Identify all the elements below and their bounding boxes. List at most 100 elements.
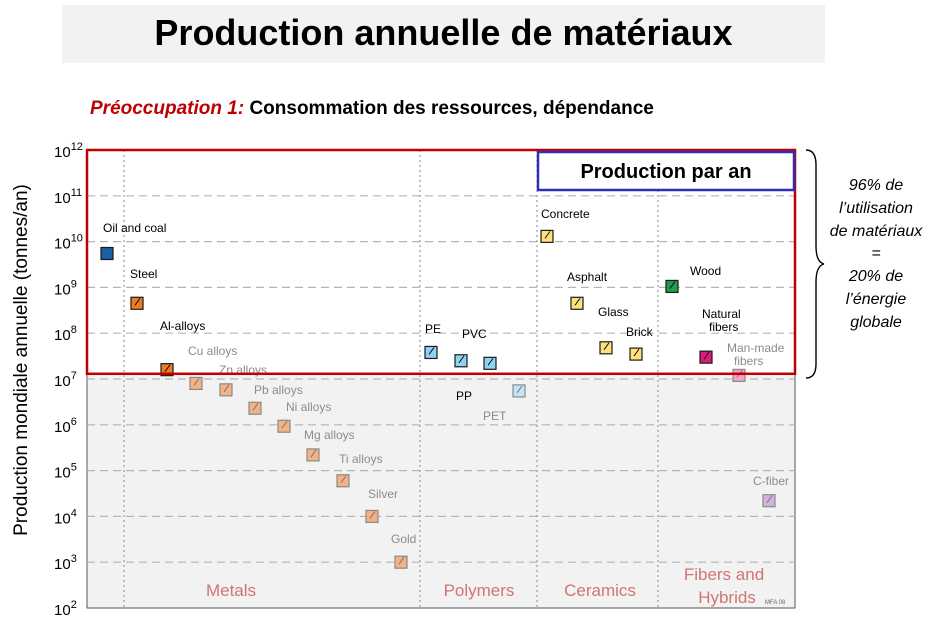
category-label: Metals — [206, 581, 256, 600]
y-tick-label: 1012 — [54, 141, 83, 161]
point-leader — [223, 384, 230, 393]
tick-exponent: 5 — [71, 462, 77, 474]
point-label: Steel — [130, 267, 157, 281]
data-point: PVC — [454, 327, 487, 368]
data-point: Gold — [391, 532, 416, 569]
title-band — [62, 5, 825, 63]
gridlines — [87, 195, 795, 563]
tick-exponent: 9 — [71, 278, 77, 290]
point-label: Ni alloys — [286, 400, 331, 414]
point-leader — [428, 347, 435, 355]
data-point: Brick — [626, 325, 654, 361]
watermark: MFA 08 — [765, 600, 786, 606]
y-tick-label: 105 — [54, 462, 77, 482]
tick-base: 10 — [54, 556, 71, 573]
point-leader — [458, 355, 465, 364]
point-leader — [703, 351, 710, 360]
point-leader — [398, 556, 405, 565]
data-point: Steel — [130, 267, 157, 310]
tick-base: 10 — [54, 602, 71, 619]
data-point: C-fiber — [753, 474, 789, 508]
tick-exponent: 3 — [71, 553, 77, 565]
point-label: Cu alloys — [188, 344, 237, 358]
curly-brace — [805, 149, 825, 379]
point-label: fibers — [709, 320, 738, 334]
tick-exponent: 7 — [71, 370, 77, 382]
side-note-line: 96% de — [848, 177, 904, 194]
y-tick-label: 104 — [54, 507, 77, 527]
point-leader — [340, 475, 347, 484]
point-label: Silver — [368, 487, 398, 501]
point-label: Ti alloys — [339, 452, 383, 466]
data-point: PET — [483, 384, 526, 423]
point-leader — [487, 358, 494, 366]
point-leader — [164, 364, 171, 372]
tick-exponent: 6 — [71, 416, 77, 428]
category-label: Fibers and — [684, 565, 764, 584]
data-point: Wood — [665, 264, 721, 294]
point-leader — [134, 297, 141, 306]
point-leader — [310, 449, 317, 458]
data-point: PP — [456, 356, 497, 403]
y-tick-label: 103 — [54, 553, 77, 573]
data-point: Ni alloys — [277, 400, 331, 433]
point-label: PET — [483, 409, 507, 423]
point-leader — [193, 378, 200, 386]
tick-base: 10 — [54, 327, 71, 344]
point-label: C-fiber — [753, 474, 789, 488]
point-label: PP — [456, 389, 472, 403]
point-label: Asphalt — [567, 270, 608, 284]
y-tick-label: 108 — [54, 324, 77, 344]
point-label: Concrete — [541, 207, 590, 221]
data-point: PE — [424, 322, 441, 360]
tick-exponent: 11 — [71, 187, 82, 199]
point-leader — [574, 297, 581, 306]
tick-base: 10 — [54, 190, 71, 207]
point-leader — [281, 420, 288, 429]
point-leader — [766, 495, 773, 504]
data-point: Ti alloys — [336, 452, 383, 488]
point-marker — [100, 246, 114, 261]
tick-exponent: 4 — [71, 507, 77, 519]
point-label: Al-alloys — [160, 319, 205, 333]
point-label: PVC — [462, 327, 487, 341]
point-label: PE — [425, 322, 441, 336]
point-label: Gold — [391, 532, 416, 546]
data-point: Mg alloys — [304, 428, 355, 462]
production-box — [536, 150, 796, 192]
side-note-line: l’utilisation — [839, 199, 913, 217]
data-point: Cu alloys — [188, 344, 237, 391]
y-tick-label: 102 — [54, 599, 77, 619]
subtitle: Préoccupation 1: Consommation des ressou… — [90, 98, 654, 120]
point-leader — [369, 511, 376, 519]
tick-base: 10 — [54, 281, 71, 298]
lower-region — [87, 373, 795, 608]
side-note-line: 20% de — [848, 268, 904, 286]
point-label: Wood — [690, 264, 721, 278]
tick-base: 10 — [54, 236, 71, 253]
tick-exponent: 8 — [71, 324, 77, 336]
y-tick-label: 109 — [54, 278, 77, 298]
point-leader — [516, 385, 523, 394]
tick-exponent: 2 — [71, 599, 77, 611]
point-leader — [252, 402, 259, 411]
tick-base: 10 — [54, 144, 71, 161]
point-label: Mg alloys — [304, 428, 355, 442]
y-tick-label: 1010 — [54, 233, 83, 253]
y-tick-label: 1011 — [54, 187, 82, 207]
point-label: fibers — [734, 354, 763, 368]
data-point: Concrete — [540, 207, 590, 243]
highlight-box — [85, 148, 797, 376]
side-note-line: globale — [850, 313, 902, 331]
point-label: Man-made — [727, 341, 785, 355]
side-note: 96% de l’utilisation de matériaux = 20% … — [815, 175, 937, 335]
side-note-line: l’énergie — [845, 290, 907, 308]
y-tick-label: 106 — [54, 416, 77, 436]
concern-label: Préoccupation 1: — [90, 98, 245, 119]
tick-exponent: 12 — [71, 141, 83, 153]
side-note-line: = — [871, 245, 881, 263]
production-box-label: Production par an — [580, 161, 751, 183]
data-point: Silver — [365, 487, 398, 523]
